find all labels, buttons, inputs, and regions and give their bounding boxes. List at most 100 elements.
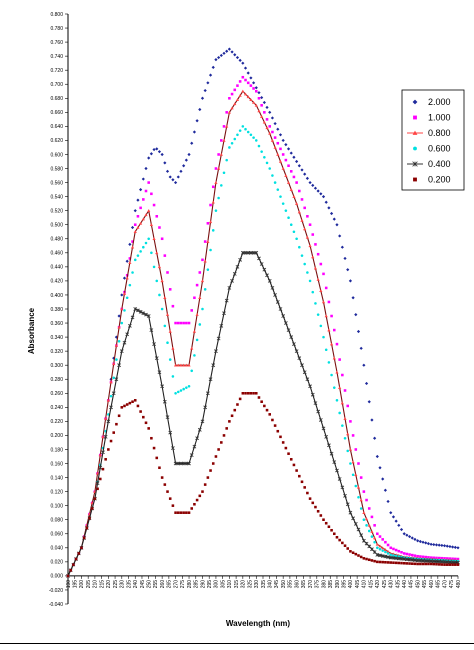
data-point xyxy=(260,95,264,100)
data-point xyxy=(289,170,293,173)
x-tick-label: 375 xyxy=(315,580,321,589)
data-point xyxy=(448,544,452,549)
data-point xyxy=(176,390,180,394)
data-point xyxy=(220,441,223,444)
data-point xyxy=(351,473,355,477)
data-point xyxy=(133,223,137,226)
data-point xyxy=(243,92,248,96)
data-point xyxy=(386,561,390,564)
x-axis-title: Wavelength (nm) xyxy=(226,619,290,628)
data-point xyxy=(373,540,376,544)
y-tick-label: 0.600 xyxy=(50,152,63,158)
legend-swatch xyxy=(412,99,418,105)
x-tick-label: 430 xyxy=(389,580,395,589)
data-point xyxy=(165,169,170,173)
data-point xyxy=(453,545,457,549)
x-tick-label: 235 xyxy=(126,580,132,589)
data-point xyxy=(257,256,261,261)
data-point xyxy=(162,399,167,404)
data-point xyxy=(125,259,129,263)
data-point xyxy=(152,203,156,207)
data-point xyxy=(227,286,232,290)
data-point xyxy=(128,401,132,405)
y-tick-label: 0.460 xyxy=(50,251,63,257)
data-point xyxy=(273,424,277,427)
legend-label: 0.200 xyxy=(428,175,451,185)
data-point xyxy=(246,392,250,395)
x-tick-label: 400 xyxy=(348,580,354,589)
data-point xyxy=(185,511,188,514)
data-point xyxy=(149,328,154,332)
data-point xyxy=(357,554,360,557)
data-point xyxy=(166,490,169,493)
data-point xyxy=(354,313,358,317)
data-point xyxy=(160,152,164,157)
data-point xyxy=(122,276,127,280)
y-tick-label: 0.160 xyxy=(50,461,63,467)
data-point xyxy=(273,136,277,139)
data-point xyxy=(225,158,228,162)
y-tick-label: 0.100 xyxy=(50,503,63,509)
x-tick-label: 445 xyxy=(409,580,415,589)
x-tick-label: 480 xyxy=(456,580,462,589)
data-point xyxy=(244,78,247,82)
data-point xyxy=(397,549,401,553)
y-tick-label: 0.320 xyxy=(50,349,63,355)
y-axis-ticks: -0.040 -0.020 0.000 0.020 0.040 0.060 0.080 0.1… xyxy=(49,12,68,608)
data-point xyxy=(201,258,204,262)
x-tick-label: 355 xyxy=(288,580,294,589)
data-point xyxy=(82,536,86,540)
data-point xyxy=(454,563,457,566)
data-point xyxy=(313,266,318,270)
data-point xyxy=(392,561,395,564)
data-point xyxy=(259,262,264,266)
data-point xyxy=(327,328,331,332)
data-point xyxy=(292,342,296,347)
data-point xyxy=(144,241,148,245)
data-point xyxy=(397,523,401,527)
data-point xyxy=(154,356,159,361)
data-point xyxy=(346,449,350,453)
data-point xyxy=(273,121,277,126)
y-tick-label: 0.080 xyxy=(50,518,63,524)
data-point xyxy=(367,507,371,510)
data-point xyxy=(168,358,172,361)
x-tick-label: 450 xyxy=(415,580,421,589)
data-point xyxy=(275,300,280,304)
data-point xyxy=(346,547,350,550)
data-point xyxy=(308,244,312,248)
data-point xyxy=(214,209,218,212)
data-point xyxy=(158,293,161,297)
data-point xyxy=(265,408,269,412)
data-point xyxy=(279,435,282,439)
data-point xyxy=(376,560,379,564)
data-point xyxy=(338,411,341,415)
data-point xyxy=(176,363,180,367)
data-point xyxy=(316,510,320,513)
data-point xyxy=(365,498,368,502)
y-tick-label: 0.180 xyxy=(50,447,63,453)
data-point xyxy=(171,375,175,378)
data-point xyxy=(313,186,318,190)
x-tick-label: 220 xyxy=(106,580,112,589)
data-point xyxy=(176,321,180,325)
data-point xyxy=(316,409,321,414)
data-point xyxy=(432,562,436,566)
data-point xyxy=(257,396,261,399)
data-point xyxy=(130,245,135,249)
data-point xyxy=(278,159,283,163)
data-point xyxy=(222,311,226,316)
data-point xyxy=(314,243,317,246)
x-tick-label: 360 xyxy=(294,580,300,589)
data-point xyxy=(214,349,218,354)
data-point xyxy=(265,105,269,110)
data-point xyxy=(335,468,339,473)
data-point xyxy=(104,416,108,420)
data-point xyxy=(107,448,110,451)
data-point xyxy=(74,557,78,561)
data-point xyxy=(171,304,175,308)
data-point xyxy=(268,110,272,114)
data-point xyxy=(222,125,226,128)
data-point xyxy=(332,386,336,389)
x-tick-label: 385 xyxy=(328,580,334,589)
